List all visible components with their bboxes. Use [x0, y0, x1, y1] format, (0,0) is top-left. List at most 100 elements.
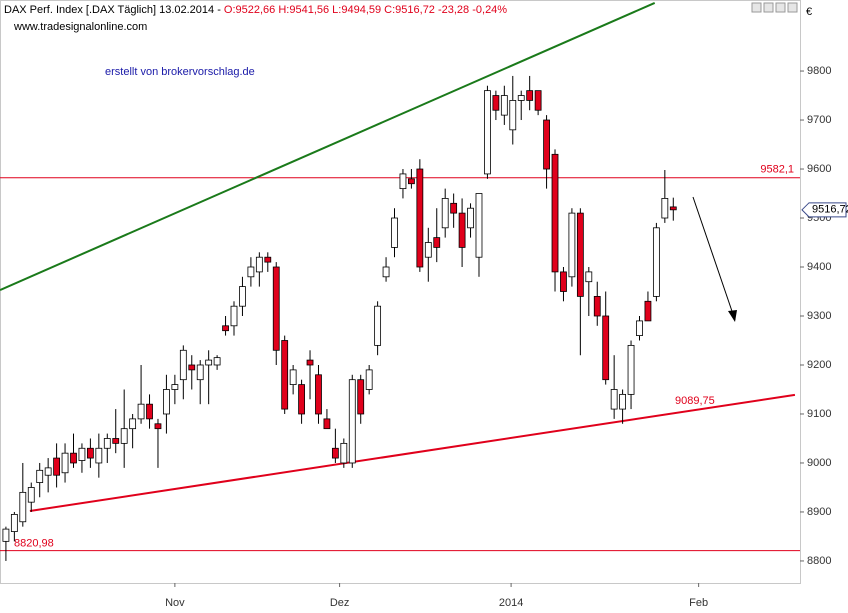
- y-tick-label: 9400: [807, 261, 831, 273]
- currency: €: [806, 6, 812, 18]
- y-tick-label: 9100: [807, 408, 831, 420]
- plot-frame: [0, 0, 801, 584]
- candle-body: [374, 305, 382, 346]
- x-tick-label: Dez: [330, 597, 350, 609]
- arrow: [692, 196, 736, 321]
- candle-body: [627, 344, 635, 395]
- candle-body: [475, 193, 483, 258]
- candle-body: [272, 266, 280, 351]
- candle-body: [382, 266, 390, 278]
- candle-body: [593, 295, 601, 317]
- candle-body: [568, 212, 576, 278]
- candle-body: [247, 266, 255, 278]
- candle-body: [331, 447, 339, 459]
- candle-body: [315, 374, 322, 415]
- tool-icon[interactable]: [751, 2, 762, 13]
- y-tick-label: 9800: [807, 65, 831, 77]
- candle-body: [602, 315, 610, 381]
- candle-body: [53, 457, 60, 476]
- candle-body: [289, 369, 297, 385]
- candle-body: [44, 467, 52, 476]
- candle-body: [179, 349, 187, 381]
- candle-body: [500, 95, 508, 116]
- y-tick-label: 9000: [807, 457, 831, 469]
- candle-body: [239, 286, 246, 307]
- y-tick-label: 8900: [807, 506, 831, 518]
- x-tick-label: Feb: [689, 597, 708, 609]
- tool-icon[interactable]: [763, 2, 774, 13]
- candle-body: [365, 369, 373, 390]
- candle-body: [441, 198, 449, 229]
- candle-body: [399, 173, 407, 190]
- tool-icon[interactable]: [787, 2, 798, 13]
- candle-body: [551, 153, 559, 273]
- candle-body: [27, 487, 35, 503]
- candle-body: [357, 379, 365, 415]
- candle-body: [526, 90, 534, 101]
- candle-body: [188, 364, 196, 371]
- y-tick-label: 9200: [807, 359, 831, 371]
- arrow-head: [728, 310, 737, 322]
- candle-body: [543, 119, 550, 170]
- candle-body: [576, 212, 584, 297]
- candle-body: [323, 418, 331, 430]
- candle-body: [534, 90, 542, 111]
- candle-body: [509, 100, 517, 131]
- candle-body: [391, 217, 398, 248]
- candle-body: [103, 438, 111, 449]
- candle-body: [610, 389, 618, 410]
- candle-body: [644, 300, 652, 322]
- x-tick-label: Nov: [165, 597, 185, 609]
- horizontal-line-label: 8820,98: [14, 538, 54, 550]
- candle-body: [264, 256, 272, 263]
- trendline-label: 9089,75: [675, 395, 715, 407]
- x-tick-label: 2014: [499, 597, 523, 609]
- candle-body: [661, 198, 669, 219]
- candle-body: [2, 528, 10, 542]
- candle-body: [560, 271, 567, 292]
- y-tick-label: 9600: [807, 163, 831, 175]
- title-ohlc: O:9522,66 H:9541,56 L:9494,59 C:9516,72 …: [224, 4, 507, 16]
- candle-body: [19, 491, 27, 523]
- y-tick-label: 9700: [807, 114, 831, 126]
- candle-body: [146, 403, 153, 420]
- candle-body: [492, 95, 500, 111]
- candle-body: [636, 320, 643, 336]
- candle-body: [416, 168, 424, 268]
- candle-body: [163, 389, 170, 415]
- candle-body: [120, 428, 128, 444]
- chart-title: DAX Perf. Index [.DAX Täglich] 13.02.201…: [4, 4, 507, 16]
- candle-body: [424, 242, 432, 258]
- candle-body: [10, 514, 18, 532]
- candle-body: [585, 271, 593, 283]
- candle-body: [298, 384, 305, 415]
- candle-body: [348, 379, 356, 464]
- trendline: [29, 393, 796, 512]
- candle-body: [61, 452, 69, 474]
- last-price-box: [801, 202, 847, 218]
- candle-body: [458, 212, 466, 248]
- candle-body: [205, 359, 213, 366]
- candle-body: [484, 90, 491, 175]
- candle-body: [669, 206, 677, 211]
- candle-body: [517, 95, 525, 101]
- candle-body: [652, 227, 660, 297]
- candle-body: [281, 340, 289, 410]
- candle-body: [450, 202, 458, 214]
- annotation: erstellt von brokervorschlag.de: [105, 66, 255, 78]
- y-tick-label: 8800: [807, 555, 831, 567]
- trendline: [0, 2, 656, 291]
- candle-body: [86, 447, 94, 459]
- title-main: DAX Perf. Index [.DAX Täglich] 13.02.201…: [4, 4, 221, 16]
- candle-body: [433, 237, 441, 248]
- tool-icon[interactable]: [775, 2, 786, 13]
- last-price-label: 9516,72: [812, 204, 848, 216]
- candle-body: [222, 325, 229, 332]
- candle-body: [306, 359, 314, 366]
- candle-body: [171, 384, 179, 390]
- candle-body: [255, 256, 263, 273]
- candle-body: [467, 207, 474, 229]
- candle-body: [340, 442, 348, 464]
